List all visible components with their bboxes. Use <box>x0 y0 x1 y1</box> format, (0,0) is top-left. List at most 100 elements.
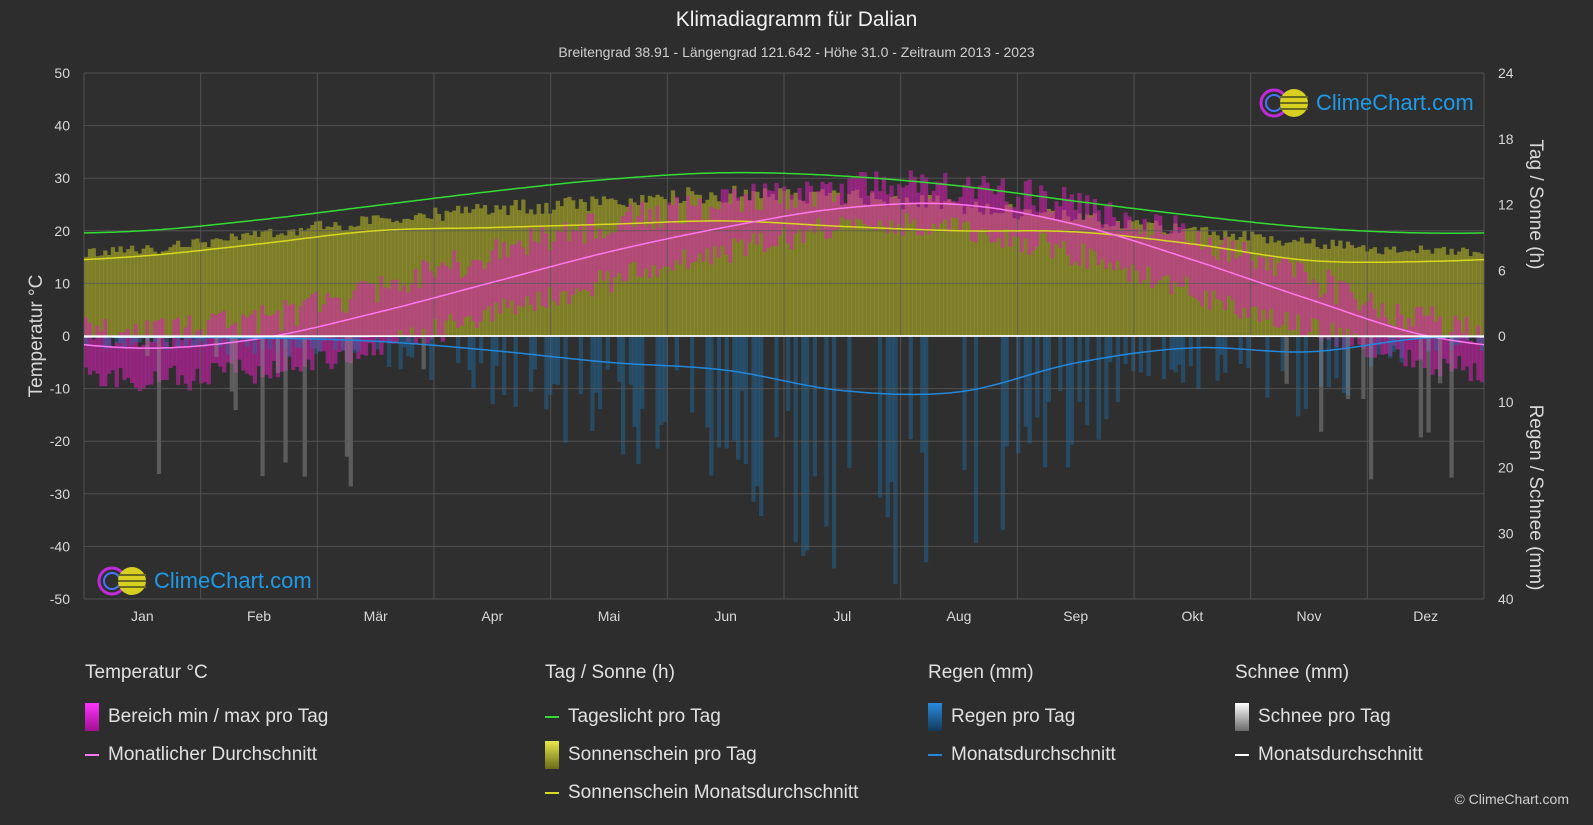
temp-range-day-bar <box>153 321 158 372</box>
sunshine-day-bar <box>858 197 864 336</box>
sunshine-day-bar <box>218 239 223 336</box>
temp-range-day-bar <box>130 336 135 384</box>
temp-range-day-bar <box>387 288 392 344</box>
sunshine-day-bar <box>183 246 188 336</box>
temp-range-day-bar <box>222 310 227 373</box>
sunshine-day-bar <box>678 203 683 336</box>
temp-range-day-bar <box>1223 237 1228 310</box>
temp-range-day-bar <box>168 347 173 368</box>
sunshine-avg-line <box>83 220 1485 264</box>
rain-day-bar <box>709 336 714 476</box>
temp-range-day-bar <box>256 333 261 367</box>
temp-range-day-bar <box>160 318 165 381</box>
rain-day-bar <box>107 336 112 348</box>
y-right-tick-label: 12 <box>1498 197 1514 213</box>
temp-range-day-bar <box>559 231 564 292</box>
temp-range-day-bar <box>904 185 910 214</box>
temp-range-day-bar <box>797 187 802 230</box>
temp-range-day-bar <box>513 244 518 315</box>
temp-range-day-bar <box>118 332 123 369</box>
y-left-tick-label: 10 <box>54 275 70 291</box>
rain-day-bar <box>1265 336 1270 398</box>
sunshine-day-bar <box>1476 252 1481 336</box>
rain-day-bar <box>183 336 188 347</box>
temp-range-day-bar <box>444 265 449 321</box>
sunshine-day-bar <box>87 248 93 336</box>
sunshine-day-bar <box>1023 209 1028 336</box>
rain-swatch <box>928 703 942 731</box>
temp-range-day-bar <box>1111 217 1117 271</box>
sunshine-day-bar <box>728 193 733 336</box>
rain-day-bar <box>1196 336 1201 389</box>
temp-range-day-bar <box>931 190 936 224</box>
temp-range-day-bar <box>521 247 526 308</box>
temp-range-day-bar <box>176 317 181 385</box>
temp-range-day-bar <box>525 254 530 297</box>
rain-day-bar <box>1219 336 1224 355</box>
temp-range-day-bar <box>839 183 844 217</box>
rain-day-bar <box>122 336 127 348</box>
sunshine-day-bar <box>1376 253 1381 336</box>
temp-range-day-bar <box>199 329 204 384</box>
temp-range-day-bar <box>183 327 188 384</box>
temp-range-day-bar <box>463 275 468 318</box>
temp-range-day-bar <box>1062 186 1067 242</box>
temp-range-day-bar <box>509 244 514 301</box>
sunshine-day-bar <box>410 219 415 336</box>
x-tick-label: Jul <box>833 608 851 624</box>
sunshine-day-bar <box>433 207 438 336</box>
temp-range-day-bar <box>916 192 921 236</box>
sunshine-day-bar <box>402 219 407 336</box>
y-right-tick-label: 18 <box>1498 131 1514 147</box>
sunshine-day-bar <box>1065 216 1071 336</box>
temp-range-day-bar <box>647 208 653 279</box>
rain-day-bar <box>237 336 242 342</box>
y-left-tick-label: -20 <box>50 433 70 449</box>
sunshine-day-bar <box>283 235 288 336</box>
sunshine-day-bar <box>751 191 756 336</box>
temp-range-day-bar <box>202 338 208 383</box>
sunshine-day-bar <box>1411 250 1416 336</box>
temp-range-day-bar <box>628 204 633 264</box>
rain-day-bar <box>321 336 327 341</box>
sunshine-day-bar <box>1085 214 1090 336</box>
temp-range-day-bar <box>398 290 403 331</box>
sunshine-day-bar <box>275 234 281 336</box>
sunshine-day-bar <box>720 202 725 336</box>
sunshine-day-bar <box>1016 219 1021 336</box>
sunshine-day-bar <box>736 200 741 336</box>
temp-range-day-bar <box>751 183 756 234</box>
sunshine-day-bar <box>759 198 764 336</box>
rain-day-bar <box>889 336 894 482</box>
temp-range-day-bar <box>1361 304 1366 349</box>
temp-range-day-bar <box>1476 325 1481 381</box>
temp-range-day-bar <box>1142 218 1147 280</box>
rain-day-bar <box>1035 336 1040 418</box>
temp-range-day-bar <box>1188 244 1193 296</box>
snow-day-bar <box>229 336 234 392</box>
sunshine-day-bar <box>843 204 848 336</box>
sunshine-day-bar <box>1088 215 1094 336</box>
sunshine-day-bar <box>1457 251 1462 336</box>
temp-range-day-bar <box>801 200 806 244</box>
x-tick-label: Apr <box>481 608 503 624</box>
temp-range-day-bar <box>1296 261 1301 315</box>
temp-range-day-bar <box>1349 292 1354 346</box>
snow-day-bar <box>275 336 281 374</box>
sunshine-day-bar <box>985 203 990 336</box>
sunshine-day-bar <box>993 212 998 336</box>
rain-day-bar <box>245 336 250 347</box>
temp-range-day-bar <box>114 342 119 388</box>
rain-day-bar <box>133 336 139 343</box>
temp-range-day-bar <box>954 201 959 219</box>
temp-range-day-bar <box>835 194 841 230</box>
rain-day-bar <box>1399 336 1404 363</box>
sunshine-day-bar <box>1426 249 1431 336</box>
sunshine-day-bar <box>1422 249 1427 336</box>
rain-day-bar <box>674 336 679 371</box>
rain-day-bar <box>1376 336 1381 355</box>
rain-day-bar <box>831 336 837 569</box>
temp-range-day-bar <box>210 313 215 364</box>
snow-day-bar <box>1426 336 1431 433</box>
sunshine-day-bar <box>935 195 940 336</box>
